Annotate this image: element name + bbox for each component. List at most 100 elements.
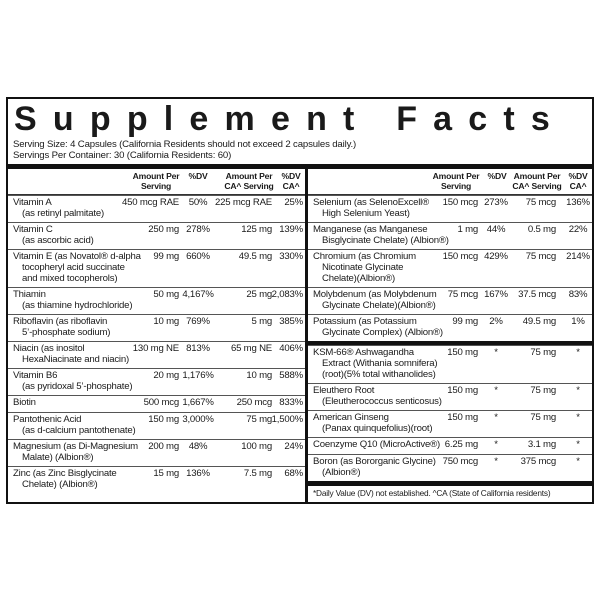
header-label: Amount Per: [225, 171, 273, 181]
nutrient-name: Zinc (as Zinc Bisglycinate: [13, 468, 117, 479]
ca-dv: 588%: [279, 370, 303, 381]
column-divider: [305, 169, 308, 502]
nutrient-row: Vitamin E (as Novatol® d-alpha tocopheryl…: [8, 249, 305, 287]
ca-dv: 214%: [566, 251, 590, 262]
header-label: %DV: [568, 171, 588, 181]
ca-dv: 406%: [279, 343, 303, 354]
nutrient-name: Eleuthero Root: [313, 385, 375, 396]
ca-dv: 833%: [279, 397, 303, 408]
nutrient-name: Vitamin A: [13, 197, 52, 208]
nutrient-name: Pantothenic Acid: [13, 414, 82, 425]
nutrient-row: Pantothenic Acid (as d-calcium pantothena…: [8, 412, 305, 439]
header-label: CA^: [569, 181, 587, 191]
nutrient-name: Vitamin B6: [13, 370, 58, 381]
nutrient-row: Niacin (as inositol HexaNiacinate and nia…: [8, 341, 305, 368]
ca-dv: 385%: [279, 316, 303, 327]
dv: 2%: [489, 316, 503, 327]
nutrient-row: Vitamin A (as retinyl palmitate) 450 mcg R…: [8, 195, 305, 222]
ca-dv: *: [576, 385, 580, 396]
ca-dv: 1,500%: [271, 414, 304, 425]
ca-amount: 75 mg: [530, 412, 556, 423]
ca-dv: 136%: [566, 197, 590, 208]
nutrient-row: KSM-66® Ashwagandha Extract (Withania som…: [308, 345, 592, 383]
nutrient-name: (Panax quinquefolius)(root): [322, 423, 433, 434]
nutrient-name: High Selenium Yeast): [322, 208, 410, 219]
ca-dv: *: [576, 439, 580, 450]
dv: 273%: [484, 197, 508, 208]
ca-amount: 225 mcg RAE: [215, 197, 272, 208]
nutrient-name: Coenzyme Q10 (MicroActive®): [313, 439, 440, 450]
nutrient-name: (Albion®): [322, 467, 361, 478]
amount: 75 mcg: [447, 289, 478, 300]
ca-amount: 75 mcg: [525, 197, 556, 208]
nutrient-row: American Ginseng (Panax quinquefolius)(ro…: [308, 410, 592, 437]
nutrient-name: Chelate) (Albion®): [22, 479, 98, 490]
header-label: %DV: [281, 171, 301, 181]
ca-amount: 25 mg: [246, 289, 272, 300]
nutrient-name: Selenium (as SelenoExcell®: [313, 197, 429, 208]
ca-dv: 139%: [279, 224, 303, 235]
dv: *: [494, 347, 498, 358]
header-label: Amount Per: [432, 171, 480, 181]
header-label: CA^: [282, 181, 300, 191]
title: Supplement Facts: [14, 100, 567, 138]
amount: 500 mcg: [143, 397, 180, 408]
nutrient-name: Niacin (as inositol: [13, 343, 85, 354]
dv: 1,176%: [182, 370, 214, 381]
nutrient-name: (as ascorbic acid): [22, 235, 94, 246]
nutrient-name: (root)(5% total withanolides): [322, 369, 436, 380]
dv: *: [494, 456, 498, 467]
header-label: Amount Per: [132, 171, 180, 181]
amount: 200 mg: [148, 441, 179, 452]
dv: 4,167%: [182, 289, 214, 300]
nutrient-name: (as pyridoxal 5’-phosphate): [22, 381, 133, 392]
group-rule: [308, 341, 592, 345]
nutrient-row: Boron (as Bororganic Glycine) (Albion®) 75…: [308, 454, 592, 481]
nutrient-row: Vitamin B6 (as pyridoxal 5’-phosphate) 20 …: [8, 368, 305, 395]
ca-dv: 24%: [284, 441, 303, 452]
nutrient-name: tocopheryl acid succinate: [22, 262, 125, 273]
ca-dv: *: [576, 412, 580, 423]
header-label: Serving: [440, 181, 472, 191]
nutrient-name: Glycinate Complex) (Albion®): [322, 327, 443, 338]
nutrient-name: Potassium (as Potassium: [313, 316, 417, 327]
dv: 3,000%: [182, 414, 214, 425]
thick-rule: [8, 164, 592, 169]
ca-dv: 22%: [568, 224, 588, 235]
ca-amount: 75 mcg: [525, 251, 556, 262]
ca-dv: 25%: [284, 197, 303, 208]
amount: 150 mg: [447, 385, 478, 396]
amount: 150 mg: [447, 347, 478, 358]
nutrient-name: Glycinate Chelate)(Albion®): [322, 300, 436, 311]
dv: 813%: [186, 343, 210, 354]
nutrient-name: Malate) (Albion®): [22, 452, 94, 463]
serving-size: Serving Size: 4 Capsules (California Res…: [13, 139, 357, 150]
dv: 769%: [186, 316, 210, 327]
nutrient-name: KSM-66® Ashwagandha: [313, 347, 414, 358]
header-label: CA^ Serving: [224, 181, 274, 191]
ca-dv: 1%: [571, 316, 585, 327]
nutrient-row: Riboflavin (as riboflavin 5’-phosphate so…: [8, 314, 305, 341]
nutrient-name: Bisglycinate Chelate) (Albion®): [322, 235, 449, 246]
nutrient-name: (as thiamine hydrochloride): [22, 300, 133, 311]
nutrient-row: Potassium (as Potassium Glycinate Complex…: [308, 314, 592, 341]
ca-dv: 330%: [279, 251, 303, 262]
ca-amount: 75 mg: [246, 414, 272, 425]
amount: 20 mg: [153, 370, 179, 381]
ca-dv: *: [576, 347, 580, 358]
nutrient-name: (Eleutherococcus senticosus): [322, 396, 442, 407]
dv: 1,667%: [182, 397, 214, 408]
nutrient-name: Chromium (as Chromium: [313, 251, 416, 262]
dv: 167%: [484, 289, 508, 300]
nutrient-row: Biotin 500 mcg 1,667% 250 mcg 833%: [8, 395, 305, 412]
nutrient-name: Nicotinate Glycinate: [322, 262, 404, 273]
amount: 99 mg: [153, 251, 179, 262]
nutrient-name: Manganese (as Manganese: [313, 224, 428, 235]
nutrient-name: Riboflavin (as riboflavin: [13, 316, 108, 327]
nutrient-row: Coenzyme Q10 (MicroActive®) 6.25 mg * 3.1 m…: [308, 437, 592, 454]
ca-amount: 100 mg: [241, 441, 272, 452]
ca-amount: 7.5 mg: [243, 468, 272, 479]
dv: 429%: [484, 251, 508, 262]
ca-amount: 37.5 mcg: [518, 289, 556, 300]
header-label: Amount Per: [513, 171, 561, 181]
